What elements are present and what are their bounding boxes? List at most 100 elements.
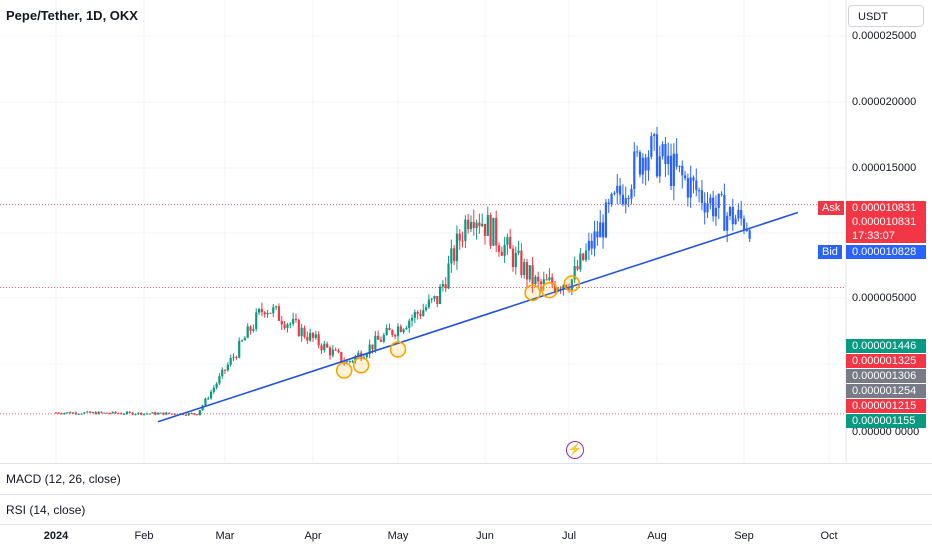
candle-body — [142, 413, 146, 415]
candle-body — [534, 276, 537, 285]
candle-body — [156, 413, 160, 415]
candle-body — [86, 411, 89, 413]
candle-body — [396, 326, 400, 337]
candle-body — [88, 411, 92, 413]
candle-body — [151, 412, 154, 414]
candle-body — [255, 312, 258, 329]
time-label: Feb — [134, 530, 154, 542]
last-price-value: 0.000010831 — [846, 215, 926, 229]
candle-body — [266, 312, 269, 315]
lightning-event-icon[interactable]: ⚡ — [566, 441, 584, 459]
rsi-label[interactable]: RSI (14, close) — [6, 503, 86, 517]
ask-value: 0.000010831 — [846, 201, 926, 215]
candle-body — [697, 190, 701, 192]
candle-body — [461, 240, 464, 242]
candle-body — [306, 336, 309, 341]
candle-body — [653, 134, 656, 137]
candle-body — [323, 343, 326, 351]
macd-label[interactable]: MACD (12, 26, close) — [6, 472, 121, 486]
candle-body — [644, 157, 647, 171]
candle-body — [297, 320, 300, 337]
currency-selector[interactable]: USDT — [848, 5, 924, 27]
candle-body — [77, 413, 80, 415]
candle-body — [745, 229, 748, 231]
candle-body — [66, 412, 69, 414]
candle-body — [486, 214, 489, 236]
candle-body — [720, 193, 723, 195]
price-tag: 0.000001325 — [846, 354, 926, 368]
candle-body — [467, 219, 470, 230]
candle-body — [111, 411, 114, 414]
candle-body — [128, 411, 131, 413]
candle-body — [638, 151, 642, 175]
pane-separator[interactable] — [0, 463, 932, 464]
candle-body — [455, 233, 459, 262]
candle-body — [286, 324, 289, 329]
candle-body — [91, 412, 95, 414]
candle-body — [441, 284, 445, 287]
candle-body — [709, 197, 712, 204]
touch-marker — [335, 362, 353, 379]
candle-body — [385, 328, 388, 335]
trendline — [157, 211, 799, 423]
candle-body — [675, 153, 678, 167]
candle-body — [408, 320, 411, 328]
candle-body — [641, 157, 644, 175]
candle-body — [74, 412, 77, 415]
candle-body — [391, 330, 394, 336]
candle-body — [661, 144, 664, 157]
candle-body — [545, 279, 548, 281]
candle-body — [229, 358, 232, 365]
candle-body — [263, 312, 266, 315]
candle-body — [269, 312, 272, 314]
candle-body — [280, 320, 283, 325]
candle-body — [209, 391, 213, 399]
candle-body — [154, 412, 157, 415]
price-tag: 0.000001446 — [846, 339, 926, 353]
price-tag: 0.000001254 — [846, 384, 926, 398]
candle-body — [314, 334, 317, 338]
symbol-title[interactable]: Pepe/Tether, 1D, OKX — [6, 8, 138, 23]
candle-body — [703, 202, 706, 213]
pane-separator[interactable] — [0, 494, 932, 495]
candle-body — [700, 190, 704, 203]
candle-body — [419, 313, 422, 316]
candle-body — [348, 361, 351, 363]
candle-body — [734, 218, 737, 225]
candle-body — [607, 202, 610, 204]
candle-body — [317, 334, 320, 346]
candle-body — [165, 412, 168, 415]
time-label: Oct — [820, 530, 838, 542]
candle-body — [371, 344, 374, 350]
price-label: 0.00000 0000 — [852, 426, 920, 438]
candle-body — [114, 411, 117, 414]
candle-body — [405, 327, 408, 330]
touch-marker — [563, 275, 581, 292]
bid-label: Bid — [818, 245, 842, 259]
candle-body — [187, 413, 190, 416]
time-label: Jun — [476, 530, 494, 542]
candle-body — [672, 153, 675, 187]
candle-body — [503, 244, 506, 256]
candle-body — [226, 364, 229, 371]
candle-body — [145, 413, 148, 415]
candle-body — [539, 281, 543, 285]
candle-body — [357, 352, 360, 356]
candle-body — [159, 412, 162, 414]
candle-body — [450, 248, 453, 264]
candle-body — [712, 197, 715, 217]
time-axis-border — [0, 524, 932, 525]
price-tag: 0.000001215 — [846, 399, 926, 413]
candle-body — [610, 193, 613, 204]
candle-body — [303, 327, 306, 337]
candle-body — [517, 250, 520, 253]
touch-marker — [389, 341, 407, 358]
candle-body — [289, 323, 292, 325]
candle-body — [60, 413, 63, 415]
candle-body — [472, 221, 475, 229]
candle-body — [489, 214, 492, 246]
price-label: 0.000005000 — [852, 292, 917, 304]
candle-body — [695, 180, 698, 191]
